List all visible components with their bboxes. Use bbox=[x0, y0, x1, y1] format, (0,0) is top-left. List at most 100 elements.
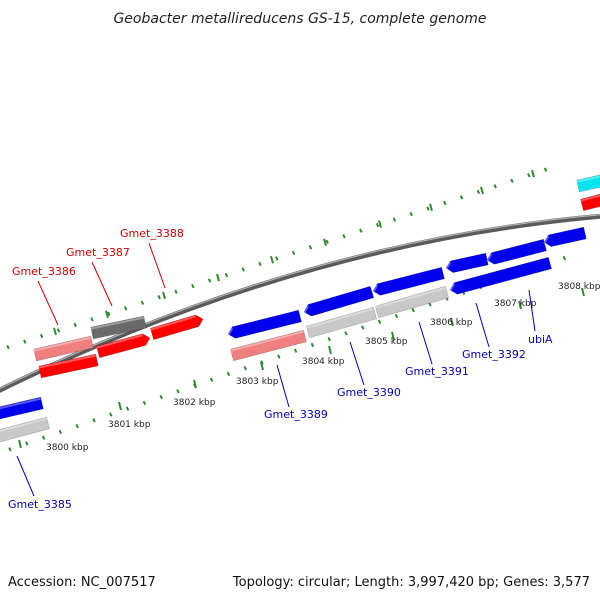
minor-tick bbox=[493, 184, 497, 189]
minor-tick bbox=[562, 255, 567, 261]
major-tick bbox=[391, 331, 395, 341]
gene-label: Gmet_3391 bbox=[405, 365, 469, 378]
label-leader-line bbox=[276, 364, 290, 408]
tick-label: 3805 kbp bbox=[365, 337, 408, 347]
minor-tick bbox=[92, 418, 96, 423]
gene-Gmet_3392b bbox=[486, 238, 547, 265]
major-tick bbox=[260, 361, 264, 371]
gene-Gmet_3391a bbox=[372, 266, 445, 296]
major-tick bbox=[531, 169, 535, 178]
tick-label: 3802 kbp bbox=[173, 398, 216, 408]
minor-tick bbox=[409, 211, 413, 217]
gene-body bbox=[449, 256, 552, 295]
minor-tick bbox=[277, 354, 281, 359]
gene-highlight bbox=[449, 283, 456, 292]
minor-tick bbox=[73, 322, 77, 328]
minor-tick bbox=[291, 250, 296, 256]
gene-body bbox=[580, 193, 600, 212]
gene-body bbox=[38, 353, 99, 379]
gene-body bbox=[372, 266, 445, 296]
gene-label: Gmet_3392 bbox=[462, 348, 526, 361]
backbone bbox=[0, 213, 600, 393]
minor-tick bbox=[142, 400, 147, 406]
major-tick bbox=[162, 291, 166, 300]
minor-tick bbox=[476, 189, 481, 195]
minor-tick bbox=[377, 319, 382, 324]
gene-body bbox=[149, 314, 204, 341]
accession-text: Accession: NC_007517 bbox=[8, 575, 156, 590]
major-tick bbox=[581, 287, 585, 297]
gene-red-3387b bbox=[96, 333, 151, 359]
minor-tick bbox=[426, 206, 430, 211]
tick-label: 3800 kbp bbox=[46, 443, 89, 453]
gene-body bbox=[0, 416, 50, 443]
gene-body bbox=[96, 333, 151, 359]
minor-tick bbox=[293, 348, 298, 353]
minor-tick bbox=[241, 267, 245, 272]
minor-tick bbox=[394, 313, 399, 319]
label-leader-line bbox=[91, 261, 113, 307]
minor-tick bbox=[109, 412, 113, 417]
gene-body bbox=[230, 329, 307, 362]
label-leader-line bbox=[418, 321, 433, 365]
major-tick bbox=[378, 220, 382, 228]
major-tick bbox=[270, 255, 274, 264]
gene-body bbox=[576, 174, 600, 193]
gene-body bbox=[227, 309, 302, 339]
tick-label: 3801 kbp bbox=[108, 420, 151, 430]
tick-label: 3808 kbp bbox=[558, 282, 600, 292]
label-leader-line bbox=[37, 280, 59, 326]
gene-Gmet_3386 bbox=[33, 335, 94, 362]
gene-Gmet_3390 bbox=[305, 306, 378, 339]
gene-blue-3389a bbox=[227, 309, 302, 339]
gene-Gmet_3388 bbox=[149, 314, 204, 341]
minor-tick bbox=[226, 371, 231, 377]
minor-tick bbox=[75, 423, 79, 429]
gene-body bbox=[303, 285, 375, 317]
minor-tick bbox=[258, 261, 262, 267]
gene-highlight bbox=[486, 253, 493, 263]
gene-Gmet_3391 bbox=[374, 285, 450, 319]
minor-tick bbox=[58, 429, 63, 435]
major-tick bbox=[518, 300, 522, 310]
minor-tick bbox=[325, 239, 329, 244]
gene-highlight bbox=[230, 330, 304, 352]
minor-tick bbox=[174, 289, 178, 294]
minor-tick bbox=[308, 245, 313, 250]
minor-tick bbox=[359, 228, 363, 233]
minor-tick bbox=[90, 317, 94, 322]
gene-highlight bbox=[0, 397, 41, 410]
minor-tick bbox=[375, 222, 380, 228]
tick-label: 3807 kbp bbox=[494, 299, 537, 309]
label-leader-line bbox=[16, 455, 35, 497]
major-tick bbox=[118, 401, 122, 411]
genome-summary: Topology: circular; Length: 3,997,420 bp… bbox=[232, 575, 590, 590]
gene-highlight bbox=[33, 336, 91, 352]
gene-highlight bbox=[227, 327, 234, 337]
minor-tick bbox=[275, 256, 279, 261]
gene-highlight bbox=[303, 305, 309, 314]
minor-tick bbox=[224, 272, 229, 278]
major-tick bbox=[429, 203, 433, 212]
minor-tick bbox=[327, 337, 331, 342]
minor-tick bbox=[411, 308, 415, 313]
gene-label: Gmet_3386 bbox=[12, 265, 76, 278]
map-title: Geobacter metallireducens GS-15, complet… bbox=[113, 11, 486, 27]
minor-tick bbox=[344, 331, 348, 336]
minor-tick bbox=[361, 325, 365, 330]
gene-Gmet_3392 bbox=[449, 256, 552, 295]
label-leader-line bbox=[475, 302, 490, 348]
gene-body bbox=[486, 238, 547, 265]
minor-tick bbox=[8, 447, 12, 452]
minor-tick bbox=[56, 328, 61, 333]
minor-tick bbox=[392, 217, 397, 222]
gene-highlight bbox=[38, 354, 96, 369]
gene-highlight bbox=[306, 307, 374, 329]
gene-label: ubiA bbox=[528, 333, 553, 346]
gene-red-3386b bbox=[38, 353, 99, 379]
major-tick bbox=[53, 327, 57, 336]
major-tick bbox=[323, 238, 327, 247]
gene-highlight bbox=[375, 286, 446, 309]
gene-body bbox=[0, 396, 44, 420]
